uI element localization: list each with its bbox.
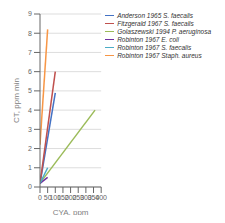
svg-text:8: 8	[28, 30, 32, 37]
svg-text:400: 400	[95, 194, 107, 201]
html-text:Fitzgerald 1967 S. faecalis: Fitzgerald 1967 S. faecalis	[117, 20, 194, 27]
html-text:Robinton 1967 E. coli: Robinton 1967 E. coli	[117, 36, 179, 43]
html-text:Robinton 1967 Staph. aureus: Robinton 1967 Staph. aureus	[117, 52, 202, 59]
svg-text:6: 6	[28, 68, 32, 75]
html-text:Anderson 1965 S. faecalis: Anderson 1965 S. faecalis	[117, 12, 194, 19]
svg-text:150: 150	[57, 194, 69, 201]
svg-text:50: 50	[43, 194, 52, 201]
svg-text:5: 5	[28, 87, 32, 94]
svg-text:1: 1	[28, 164, 32, 171]
svg-text:100: 100	[49, 194, 62, 201]
svg-text:9: 9	[28, 10, 32, 17]
svg-text:250: 250	[72, 194, 85, 201]
html-text:Golaszewski 1994 P. aeruginosa: Golaszewski 1994 P. aeruginosa	[117, 28, 211, 35]
svg-text:2: 2	[28, 145, 32, 152]
html-text:Robinton 1967 S. faecalis: Robinton 1967 S. faecalis	[117, 44, 192, 51]
svg-text:0: 0	[28, 183, 32, 190]
svg-text:3: 3	[28, 126, 32, 133]
svg-text:300: 300	[80, 194, 92, 201]
svg-text:7: 7	[28, 49, 32, 56]
svg-text:4: 4	[28, 107, 32, 114]
svg-text:CT, ppm min: CT, ppm min	[12, 78, 21, 123]
svg-text:CYA, ppm: CYA, ppm	[53, 208, 89, 215]
svg-text:200: 200	[64, 194, 77, 201]
svg-text:350: 350	[87, 194, 100, 201]
svg-text:0: 0	[38, 194, 42, 201]
